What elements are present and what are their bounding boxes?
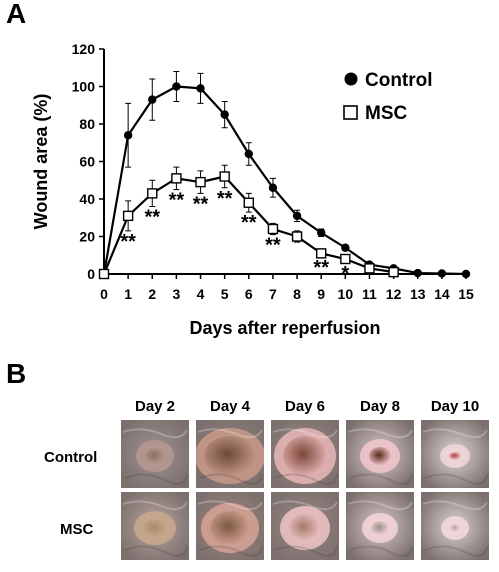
x-tick-label: 4 — [197, 286, 205, 302]
x-tick-label: 6 — [245, 286, 253, 302]
significance-label: ** — [217, 188, 233, 210]
series-msc — [98, 164, 399, 280]
significance-label: ** — [241, 212, 257, 234]
day-label: Day 8 — [359, 398, 401, 415]
data-point — [340, 253, 351, 265]
data-point — [341, 243, 350, 252]
data-point — [148, 95, 157, 104]
data-point — [219, 171, 230, 182]
legend-label-control: Control — [365, 70, 433, 91]
y-tick-label: 0 — [87, 266, 95, 282]
wound-photo-image — [421, 420, 489, 488]
significance-label: ** — [120, 231, 136, 253]
data-point — [316, 248, 327, 259]
data-point — [317, 228, 326, 237]
wound-photo-image — [271, 420, 339, 488]
data-point — [243, 197, 255, 208]
wound-photo-image — [196, 492, 264, 560]
data-point — [196, 84, 205, 93]
y-tick-label: 20 — [79, 229, 95, 245]
data-point — [413, 268, 422, 278]
x-tick-label: 11 — [362, 286, 377, 302]
x-tick-label: 2 — [148, 286, 156, 302]
data-point — [267, 223, 279, 235]
day-label: Day 10 — [430, 398, 480, 415]
series-line — [102, 85, 467, 276]
x-tick-label: 8 — [293, 286, 301, 302]
row-label-control: Control — [44, 449, 98, 466]
wound-photo-image — [121, 492, 189, 560]
wound-photo — [121, 420, 189, 488]
x-tick-label: 1 — [124, 286, 132, 302]
wound-photo — [196, 492, 264, 560]
wound-photo — [421, 492, 489, 560]
y-tick-label: 60 — [79, 154, 95, 170]
data-point — [292, 211, 302, 221]
day-label: Day 2 — [134, 398, 176, 415]
x-tick-label: 9 — [317, 286, 325, 302]
legend-marker-control — [344, 72, 358, 86]
legend-label-msc: MSC — [365, 103, 408, 124]
data-point — [98, 268, 110, 280]
wound-photo — [121, 492, 189, 560]
wound-photo — [346, 492, 414, 560]
x-tick-label: 13 — [410, 286, 426, 302]
wound-photo — [271, 420, 339, 488]
significance-label: ** — [265, 235, 281, 257]
wound-photo — [346, 420, 414, 488]
data-point — [172, 82, 181, 91]
significance-label: ** — [193, 193, 209, 215]
row-label-msc: MSC — [60, 521, 94, 538]
data-point — [171, 173, 182, 184]
wound-photo — [196, 420, 264, 488]
wound-photo-image — [196, 420, 264, 488]
wound-photo — [271, 492, 339, 560]
series-control — [99, 71, 471, 279]
data-point — [268, 183, 278, 192]
data-point — [123, 131, 133, 140]
data-point — [220, 110, 229, 119]
y-tick-label: 80 — [79, 116, 95, 132]
wound-photo-image — [421, 492, 489, 560]
x-tick-label: 0 — [100, 286, 108, 302]
data-point — [461, 269, 471, 279]
wound-photo — [421, 420, 489, 488]
x-tick-label: 15 — [458, 286, 474, 302]
data-point — [195, 176, 206, 188]
y-tick-label: 100 — [72, 79, 96, 95]
x-tick-label: 12 — [386, 286, 402, 302]
wound-photo-image — [121, 420, 189, 488]
x-tick-label: 14 — [434, 286, 450, 302]
data-point — [388, 266, 399, 278]
legend-marker-msc — [343, 105, 358, 120]
panel-b-label: B — [6, 358, 27, 389]
y-tick-label: 40 — [79, 191, 95, 207]
x-tick-label: 10 — [338, 286, 354, 302]
data-point — [147, 188, 158, 199]
data-point — [364, 263, 375, 274]
significance-label: ** — [313, 257, 329, 279]
day-label: Day 4 — [209, 398, 251, 415]
x-tick-label: 7 — [269, 286, 277, 302]
data-point — [437, 269, 447, 278]
significance-label: * — [341, 263, 349, 285]
data-point — [291, 231, 303, 242]
y-axis-label: Wound area (%) — [31, 94, 51, 230]
x-tick-label: 3 — [173, 286, 181, 302]
data-point — [122, 210, 134, 222]
panel-a-label: A — [6, 0, 27, 29]
wound-photo-image — [271, 492, 339, 560]
significance-label: ** — [144, 207, 160, 229]
wound-photo-image — [346, 492, 414, 560]
x-axis-label: Days after reperfusion — [189, 318, 380, 338]
data-point — [244, 149, 253, 159]
day-label: Day 6 — [284, 398, 326, 415]
y-tick-label: 120 — [72, 41, 96, 57]
x-tick-label: 5 — [221, 286, 229, 302]
wound-photo-image — [346, 420, 414, 488]
significance-label: ** — [169, 190, 185, 212]
